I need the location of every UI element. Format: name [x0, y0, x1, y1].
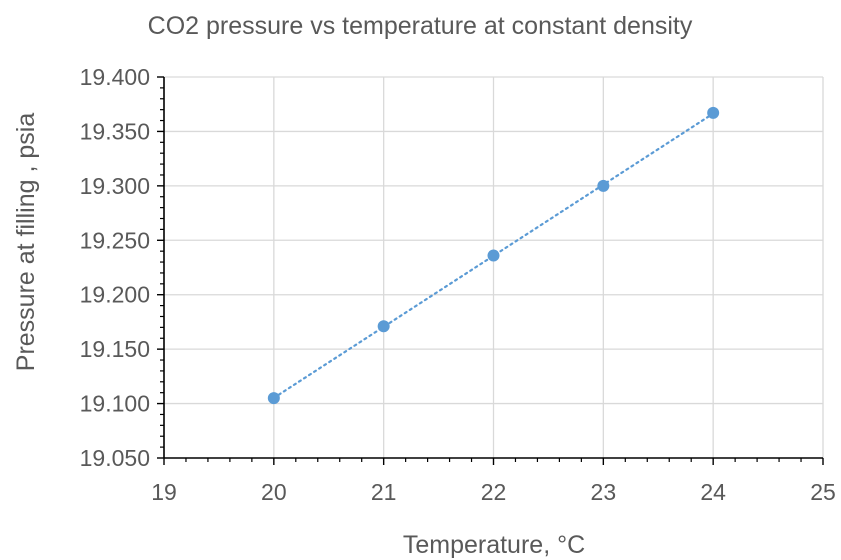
y-tick-label-6: 19.350	[80, 118, 150, 144]
y-tick-label-2: 19.150	[80, 336, 150, 362]
y-tick-label-3: 19.200	[80, 282, 150, 308]
data-point-2	[487, 249, 500, 262]
x-tick-label-1: 20	[261, 479, 287, 505]
y-tick-label-5: 19.300	[80, 173, 150, 199]
data-point-0	[267, 392, 280, 405]
x-axis-label: Temperature, °C	[403, 531, 585, 559]
y-tick-label-7: 19.400	[80, 64, 150, 90]
x-tick-label-6: 25	[810, 479, 836, 505]
ticks-layer	[157, 76, 824, 465]
x-tick-label-2: 21	[371, 479, 397, 505]
labels-layer: 19.050 19.100 19.150 19.200 19.250 19.300 19.3…	[80, 64, 836, 505]
x-tick-label-0: 19	[151, 479, 177, 505]
y-tick-label-0: 19.050	[80, 445, 150, 471]
grid-layer	[164, 76, 824, 458]
y-tick-label-1: 19.100	[80, 391, 150, 417]
data-point-3	[597, 179, 610, 192]
x-tick-label-3: 22	[481, 479, 507, 505]
x-tick-label-5: 24	[700, 479, 726, 505]
data-point-4	[707, 106, 720, 119]
data-point-1	[377, 320, 390, 333]
chart-title: CO2 pressure vs temperature at constant …	[148, 12, 693, 40]
y-tick-label-4: 19.250	[80, 227, 150, 253]
x-tick-label-4: 23	[591, 479, 617, 505]
y-axis-label: Pressure at filling , psia	[12, 113, 40, 372]
points-layer	[267, 106, 720, 405]
